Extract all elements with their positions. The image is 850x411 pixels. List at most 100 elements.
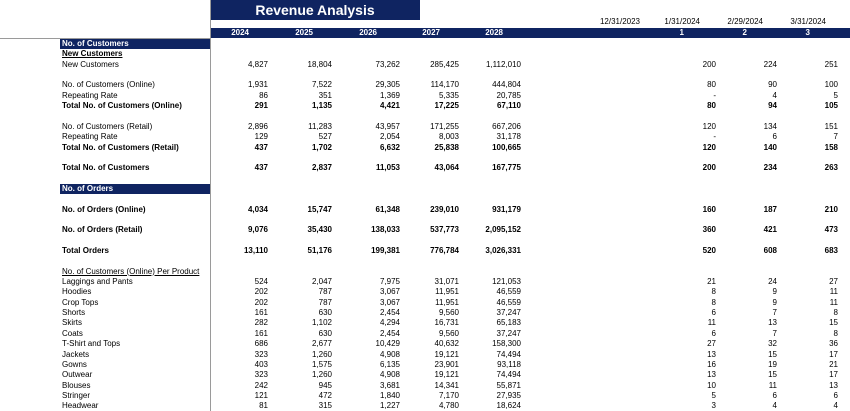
divider [0, 38, 210, 39]
section-bar [60, 39, 210, 49]
cell: 1,931 [247, 80, 268, 90]
cell: 43,957 [375, 121, 400, 131]
cell: 1,369 [379, 90, 400, 100]
row-label: Jackets [62, 349, 90, 359]
cell: 31,178 [496, 132, 521, 142]
cell: 8,003 [438, 132, 459, 142]
cell: 2,454 [379, 328, 400, 338]
cell: 199,381 [371, 246, 400, 255]
cell: 158 [824, 142, 838, 152]
cell: 931,179 [492, 204, 521, 214]
cell: 1,260 [311, 370, 332, 380]
cell: 239,010 [430, 204, 459, 214]
cell: 74,494 [496, 370, 521, 380]
cell: 537,773 [430, 225, 459, 235]
cell: 27 [707, 339, 716, 349]
cell: 945 [318, 380, 332, 390]
column-header: 2024 [231, 28, 249, 37]
row-label: Hoodies [62, 287, 92, 297]
cell: 27,935 [496, 390, 521, 400]
cell: 263 [824, 163, 838, 173]
cell: 403 [254, 359, 268, 369]
cell: 31,071 [434, 277, 459, 287]
cell: 138,033 [371, 225, 400, 235]
row-label: Outwear [62, 370, 93, 380]
cell: 11,951 [435, 297, 459, 307]
cell: 11 [829, 287, 838, 297]
cell: 1,112,010 [486, 59, 521, 69]
cell: 3 [711, 401, 716, 411]
cell: 80 [707, 101, 716, 111]
cell: 4,827 [247, 59, 268, 69]
cell: 5,335 [438, 90, 459, 100]
cell: 437 [254, 163, 268, 173]
cell: 6,135 [379, 359, 400, 369]
cell: 1,702 [311, 142, 332, 152]
row-label: Shorts [62, 308, 86, 318]
cell: 94 [768, 101, 777, 111]
row-label: No. of Orders [62, 183, 114, 193]
cell: 6 [711, 308, 716, 318]
cell: 2,454 [379, 308, 400, 318]
cell: 171,255 [430, 121, 459, 131]
cell: 37,247 [496, 308, 521, 318]
column-header: 2028 [485, 28, 503, 37]
cell: 667,206 [492, 121, 521, 131]
cell: 8 [711, 297, 716, 307]
header-bar [210, 28, 850, 38]
cell: 4 [833, 401, 838, 411]
cell: 13,110 [243, 246, 268, 255]
cell: 81 [259, 401, 268, 411]
cell: 1,135 [311, 101, 332, 111]
row-label: Repeating Rate [62, 132, 118, 142]
section-bar [60, 183, 210, 194]
cell: 37,247 [496, 328, 521, 338]
cell: 2,047 [311, 277, 332, 287]
cell: 11 [829, 297, 838, 307]
cell: 285,425 [430, 59, 459, 69]
column-header: 2026 [359, 28, 377, 37]
row-label: Laggings and Pants [62, 277, 133, 287]
row-label: Headwear [62, 401, 99, 411]
cell: 200 [702, 163, 716, 173]
cell: 282 [254, 318, 268, 328]
cell: 9,560 [438, 328, 459, 338]
cell: 100,665 [492, 142, 521, 152]
cell: 2,896 [247, 121, 268, 131]
cell: 323 [254, 370, 268, 380]
cell: 93,118 [497, 359, 521, 369]
date-header: 3/31/2024 [790, 17, 826, 26]
row-label: Total No. of Customers [62, 163, 150, 173]
cell: 17,225 [434, 101, 459, 111]
cell: 4 [772, 401, 777, 411]
column-header: 3 [805, 28, 810, 37]
cell: 5 [833, 90, 838, 100]
cell: 242 [254, 380, 268, 390]
cell: 2,677 [311, 339, 332, 349]
title: Revenue Analysis [255, 2, 375, 18]
column-header: 2 [742, 28, 747, 37]
row-label: No. of Customers [62, 39, 129, 48]
cell: 4,294 [379, 318, 400, 328]
cell: 630 [318, 308, 332, 318]
cell: 234 [763, 163, 777, 173]
row-label: Blouses [62, 380, 91, 390]
row-label: No. of Customers (Retail) [62, 121, 153, 131]
cell: 6 [833, 390, 838, 400]
cell: 6 [711, 328, 716, 338]
cell: 121 [254, 390, 268, 400]
cell: 161 [254, 308, 268, 318]
cell: 121,053 [492, 277, 521, 287]
cell: 160 [702, 204, 716, 214]
cell: 51,176 [307, 246, 332, 255]
cell: 4,780 [438, 401, 459, 411]
cell: 351 [318, 90, 332, 100]
cell: 224 [763, 59, 777, 69]
cell: 15,747 [307, 204, 332, 214]
cell: 11 [768, 380, 777, 390]
cell: 134 [763, 121, 777, 131]
cell: 315 [318, 401, 332, 411]
cell: 251 [824, 59, 838, 69]
cell: 16 [707, 359, 716, 369]
row-label: Repeating Rate [62, 90, 118, 100]
